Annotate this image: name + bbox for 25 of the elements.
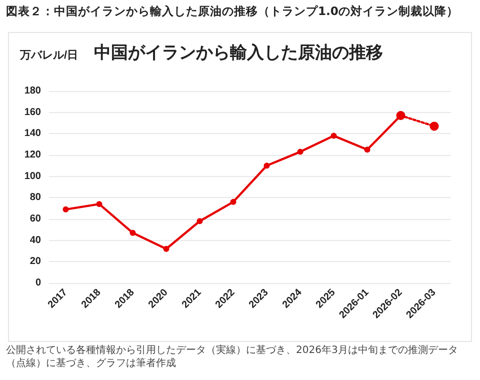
y-tick-label: 20 — [30, 256, 42, 268]
y-tick-label: 140 — [24, 128, 42, 140]
y-tick-label: 0 — [35, 278, 42, 288]
point — [297, 148, 304, 155]
y-tick-label: 120 — [24, 150, 42, 160]
chart-title: 図表２：中国がイランから輸入した原油の推移（トランプ1.0の対イラン制裁以降） — [6, 4, 458, 19]
y-tick-label: 40 — [30, 234, 42, 246]
y-axis-title: 万バレル/日 — [19, 50, 78, 62]
point — [230, 198, 236, 205]
point — [264, 162, 270, 169]
point — [364, 146, 370, 153]
chart-subtitle: 中国がイランから輸入した原油の推移 — [94, 43, 383, 62]
point — [96, 201, 102, 208]
y-tick-label: 180 — [24, 86, 42, 96]
point — [163, 246, 170, 252]
point — [430, 122, 439, 131]
y-tick-label: 160 — [24, 106, 42, 118]
y-tick-label: 80 — [30, 192, 42, 204]
y-tick-label: 60 — [30, 214, 42, 224]
point — [196, 218, 203, 224]
point — [62, 206, 69, 212]
text: 公開されている各種情報から引用したデータ（実線）に基づき、2026年3月は中旬までの推測データ（点線）に基づき、グラフは筆者作成 — [6, 344, 459, 370]
point — [330, 132, 337, 139]
y-tick-label: 100 — [24, 170, 42, 182]
point — [130, 230, 136, 236]
